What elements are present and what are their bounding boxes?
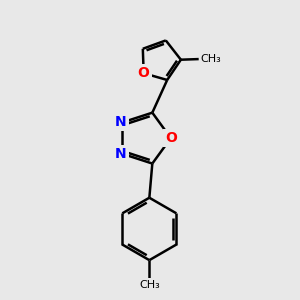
Text: N: N <box>115 116 127 129</box>
Text: CH₃: CH₃ <box>139 280 160 290</box>
Text: CH₃: CH₃ <box>200 54 221 64</box>
Text: O: O <box>165 131 177 145</box>
Text: O: O <box>138 66 150 80</box>
Text: N: N <box>115 147 127 161</box>
